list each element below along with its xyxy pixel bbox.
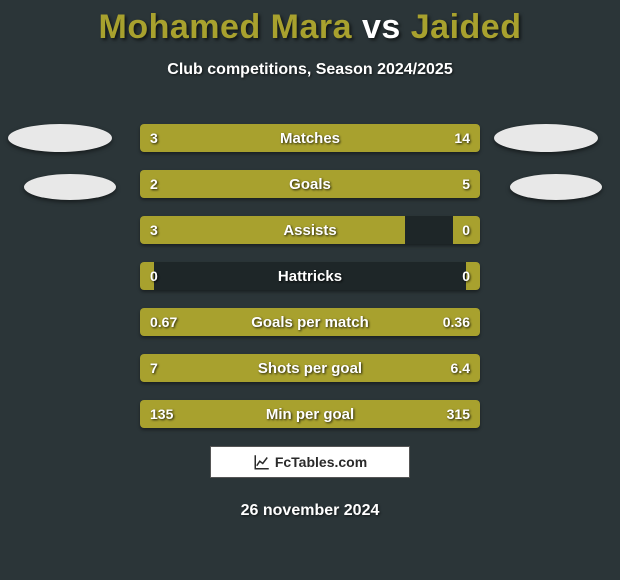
stat-bar-left bbox=[140, 216, 405, 244]
stat-bar-left bbox=[140, 124, 201, 152]
stat-bar-right bbox=[361, 308, 480, 336]
stat-bar-right bbox=[242, 400, 480, 428]
comparison-bars: 314Matches 25Goals 30Assists 00Hattricks 0.6… bbox=[140, 124, 480, 446]
stat-row: 30Assists bbox=[140, 216, 480, 244]
stat-bar-right bbox=[317, 354, 480, 382]
page-title: Mohamed Mara vs Jaided bbox=[0, 0, 620, 47]
title-part: Jaided bbox=[411, 8, 522, 46]
stat-bar-left bbox=[140, 400, 242, 428]
player-badge-oval bbox=[494, 124, 598, 152]
stat-bar-right bbox=[201, 124, 480, 152]
stat-bar-right bbox=[466, 262, 480, 290]
stat-row: 00Hattricks bbox=[140, 262, 480, 290]
title-part: Mohamed Mara bbox=[99, 8, 353, 46]
brand-text: FcTables.com bbox=[275, 454, 367, 470]
stat-row: 0.670.36Goals per match bbox=[140, 308, 480, 336]
player-badge-oval bbox=[8, 124, 112, 152]
stat-row: 135315Min per goal bbox=[140, 400, 480, 428]
stat-bar-left bbox=[140, 354, 317, 382]
brand-chart-icon bbox=[253, 453, 271, 471]
stat-row: 76.4Shots per goal bbox=[140, 354, 480, 382]
player-badge-oval bbox=[24, 174, 116, 200]
stat-row: 314Matches bbox=[140, 124, 480, 152]
stat-bar-left bbox=[140, 308, 361, 336]
stat-bar-right bbox=[239, 170, 480, 198]
date-text: 26 november 2024 bbox=[0, 502, 620, 520]
stat-bar-right bbox=[453, 216, 480, 244]
title-part: vs bbox=[352, 8, 411, 46]
stat-row: 25Goals bbox=[140, 170, 480, 198]
stat-label: Hattricks bbox=[140, 262, 480, 290]
stat-bar-left bbox=[140, 170, 239, 198]
stat-bar-left bbox=[140, 262, 154, 290]
player-badge-oval bbox=[510, 174, 602, 200]
subtitle: Club competitions, Season 2024/2025 bbox=[0, 61, 620, 79]
brand-badge: FcTables.com bbox=[210, 446, 410, 478]
